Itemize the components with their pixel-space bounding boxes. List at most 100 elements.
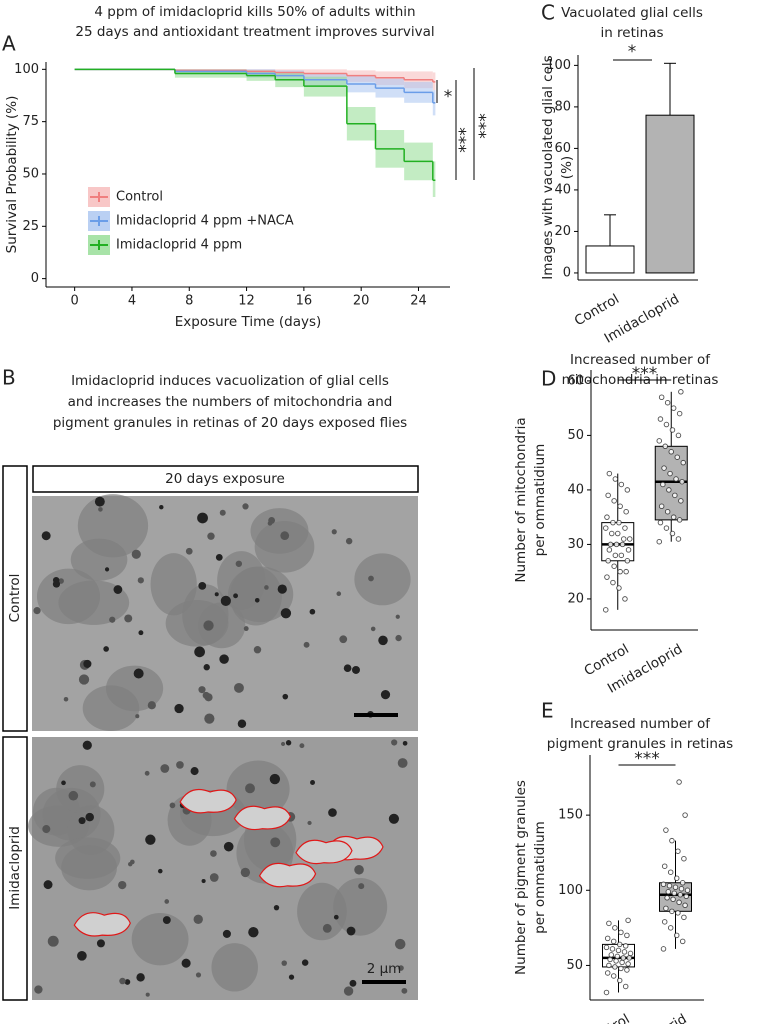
data-point (664, 895, 670, 901)
data-point (666, 487, 672, 493)
granule (269, 773, 281, 785)
granule (96, 939, 105, 948)
granule (307, 820, 312, 826)
data-point (676, 779, 682, 785)
data-point (624, 932, 630, 939)
granule (89, 781, 96, 788)
granule (124, 979, 131, 985)
granule (202, 691, 210, 699)
granule (339, 635, 348, 644)
y-axis-label: Images with vacuolated glial cels (540, 55, 556, 279)
data-point (612, 552, 619, 559)
granule (395, 634, 402, 642)
granule (113, 585, 123, 594)
chart-title: in retinas (600, 25, 663, 41)
granule (253, 645, 262, 654)
data-point (625, 547, 632, 553)
data-point (663, 525, 670, 531)
granule (128, 861, 133, 867)
rhabdomere (105, 665, 164, 712)
significance-label: * (628, 42, 637, 62)
y-tick-label: 40 (567, 482, 584, 497)
data-point (669, 530, 676, 537)
data-point (606, 920, 612, 927)
micrograph-texture (28, 494, 411, 997)
data-point (617, 503, 623, 510)
data-point (668, 449, 675, 455)
chart-title: Increased number of (570, 352, 711, 368)
data-point (673, 932, 680, 939)
chart-title: Increased number of (570, 716, 711, 732)
granule (47, 935, 59, 947)
x-tick-label: 24 (410, 294, 427, 309)
x-tick-label: Control (582, 1011, 632, 1024)
data-point (672, 884, 679, 891)
granule (243, 626, 249, 632)
granule (336, 591, 342, 597)
data-point (618, 965, 624, 972)
granule (42, 825, 51, 834)
granule (131, 549, 141, 559)
rhabdomere (254, 520, 315, 573)
granule (280, 608, 292, 619)
data-point (683, 893, 690, 900)
significance-label: *** (632, 364, 658, 384)
y-tick-label: 150 (558, 808, 583, 823)
granule (85, 812, 94, 822)
data-point (616, 977, 623, 984)
data-point (615, 530, 621, 537)
data-point (660, 881, 667, 888)
data-point (656, 438, 663, 444)
data-point (678, 498, 684, 504)
y-tick-label: 40 (554, 182, 571, 197)
data-point (610, 579, 616, 586)
y-tick-label: 50 (22, 166, 39, 181)
bar (585, 245, 635, 274)
rhabdomere (354, 553, 411, 606)
granule (181, 958, 191, 968)
y-axis-label: per ommatidium (532, 444, 548, 557)
x-tick-label: 20 (353, 294, 370, 309)
data-point (614, 953, 621, 960)
vacuole-outline (233, 805, 292, 831)
data-point (669, 908, 675, 915)
data-point (611, 563, 617, 569)
significance-label: *** (456, 127, 476, 153)
granule (104, 567, 110, 572)
granule (103, 646, 109, 652)
data-point (621, 536, 627, 542)
granule (174, 703, 184, 714)
data-point (610, 973, 617, 979)
data-point (626, 955, 633, 961)
chart-title: 25 days and antioxidant treatment improv… (75, 24, 434, 40)
y-axis-label: Number of pigment granules (513, 780, 529, 975)
granule (299, 743, 305, 749)
data-point (675, 910, 681, 916)
data-point (672, 492, 678, 499)
granule (34, 985, 43, 994)
granule (222, 929, 231, 938)
granule (198, 686, 206, 694)
granule (288, 974, 295, 980)
data-point (663, 421, 670, 428)
data-point (674, 454, 681, 460)
rhabdomere (55, 837, 121, 879)
granule (157, 868, 163, 874)
granule (343, 986, 354, 996)
granule (209, 873, 219, 882)
data-point (666, 883, 673, 889)
granule (194, 646, 205, 658)
data-point (606, 962, 612, 969)
row-label: Control (7, 574, 23, 623)
granule (138, 630, 144, 636)
scale-bar-label: 2 µm (367, 961, 402, 977)
granule (119, 977, 126, 985)
granule (162, 916, 171, 924)
granule (358, 883, 365, 890)
granule (43, 880, 53, 890)
panel-letter: C (541, 1, 555, 25)
granule (145, 992, 150, 997)
panel-title: pigment granules in retinas of 20 days e… (53, 415, 407, 431)
vacuole-outline (295, 839, 353, 865)
y-tick-label: 50 (567, 428, 584, 443)
